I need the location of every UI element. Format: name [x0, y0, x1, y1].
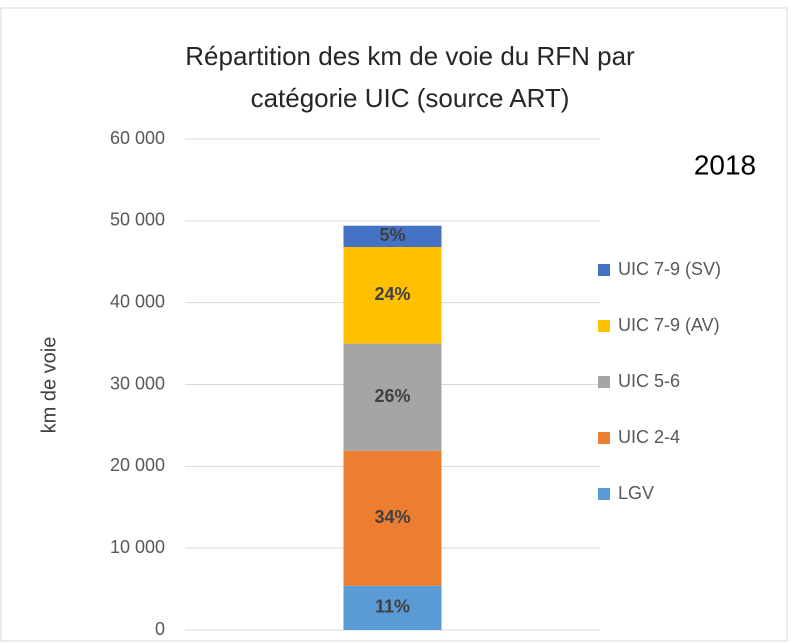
y-tick-label: 60 000 — [110, 128, 165, 148]
legend-swatch — [598, 264, 610, 276]
bar-segment — [343, 247, 442, 344]
data-label: 24% — [374, 284, 410, 304]
y-tick-label: 40 000 — [110, 291, 165, 311]
bar-segment — [343, 585, 442, 630]
legend-swatch — [598, 320, 610, 332]
legend-label: UIC 7-9 (SV) — [618, 259, 721, 279]
y-axis-label: km de voie — [38, 337, 60, 434]
legend-label: LGV — [618, 483, 654, 503]
data-label: 26% — [374, 386, 410, 406]
y-tick-label: 30 000 — [110, 373, 165, 393]
y-tick-label: 50 000 — [110, 210, 165, 230]
y-tick-label: 10 000 — [110, 537, 165, 557]
legend-swatch — [598, 488, 610, 500]
legend-label: UIC 5-6 — [618, 371, 680, 391]
legend-label: UIC 2-4 — [618, 427, 680, 447]
chart-title: catégorie UIC (source ART) — [251, 83, 570, 113]
chart-title: Répartition des km de voie du RFN par — [185, 41, 635, 71]
annotation: 2018 — [694, 149, 756, 180]
bar-segment — [343, 225, 442, 248]
legend-label: UIC 7-9 (AV) — [618, 315, 720, 335]
y-tick-label: 0 — [155, 619, 165, 639]
data-label: 5% — [379, 225, 405, 245]
y-tick-label: 20 000 — [110, 455, 165, 475]
data-label: 11% — [375, 597, 410, 617]
legend-swatch — [598, 432, 610, 444]
legend-swatch — [598, 376, 610, 388]
bar-segment — [343, 450, 442, 586]
bar-segment — [343, 343, 442, 451]
data-label: 34% — [374, 507, 410, 527]
